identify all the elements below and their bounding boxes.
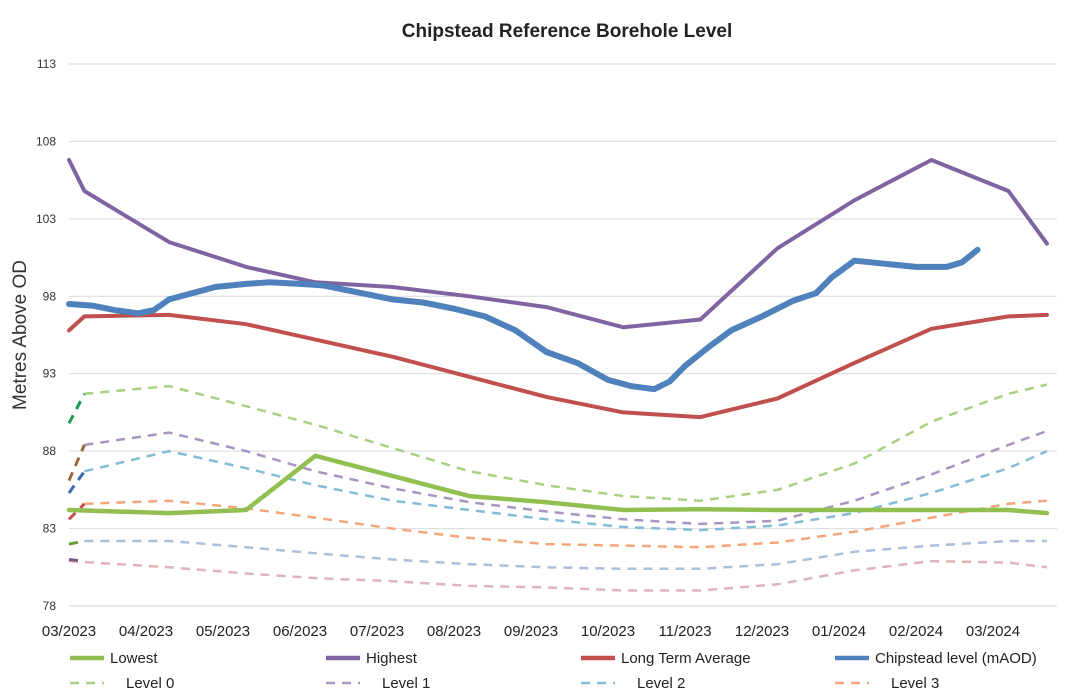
y-tick-label: 108 — [36, 134, 56, 148]
legend: Lowest Highest Long Term Average Chipstead … — [70, 650, 1037, 692]
legend-label: Level 0 — [126, 675, 174, 692]
legend-label: Level 1 — [382, 675, 430, 692]
x-axis-ticks: 03/2023 04/2023 05/2023 06/2023 07/2023 08/20… — [42, 623, 1020, 640]
series-line-level-2 — [84, 449, 1048, 532]
series-line-level-0 — [84, 383, 1048, 502]
y-tick-label: 93 — [43, 367, 57, 381]
x-tick-label: 10/2023 — [581, 623, 635, 640]
x-tick-label: 03/2023 — [42, 623, 96, 640]
y-tick-label: 103 — [36, 212, 56, 226]
series-line-unlabeled — [68, 558, 85, 563]
chart-title: Chipstead Reference Borehole Level — [402, 21, 733, 42]
legend-label: Lowest — [110, 650, 158, 667]
series-line-unlabeled — [67, 502, 86, 521]
series-line-unlabeled — [68, 559, 1048, 592]
legend-label: Long Term Average — [621, 650, 751, 667]
y-axis-label: Metres Above OD — [10, 260, 31, 410]
y-tick-label: 88 — [43, 444, 57, 458]
y-axis-ticks: 78 83 88 93 98 103 108 113 — [36, 57, 56, 613]
series-line-unlabeled — [68, 539, 85, 546]
series-line-level-3 — [84, 499, 1048, 549]
x-tick-label: 08/2023 — [427, 623, 481, 640]
legend-label: Level 3 — [891, 675, 939, 692]
x-tick-label: 05/2023 — [196, 623, 250, 640]
x-tick-label: 04/2023 — [119, 623, 173, 640]
y-tick-label: 113 — [37, 57, 56, 71]
x-tick-label: 09/2023 — [504, 623, 558, 640]
series-line-highest — [67, 158, 1049, 330]
x-tick-label: 03/2024 — [966, 623, 1020, 640]
series-line-lowest — [66, 453, 1050, 516]
y-tick-label: 83 — [43, 522, 57, 536]
legend-label: Chipstead level (mAOD) — [875, 650, 1037, 667]
series-line-chipstead-level-maod — [66, 246, 981, 393]
series-line-level-1 — [84, 429, 1048, 526]
series-lines — [66, 158, 1050, 592]
series-line-unlabeled — [67, 470, 86, 494]
series-line-unlabeled — [67, 444, 86, 482]
series-line-long-term-average — [67, 312, 1049, 420]
gridlines — [69, 63, 1057, 530]
x-tick-label: 12/2023 — [735, 623, 789, 640]
x-tick-label: 11/2023 — [658, 623, 711, 640]
legend-label: Level 2 — [637, 675, 685, 692]
x-tick-label: 01/2024 — [812, 623, 866, 640]
x-tick-label: 07/2023 — [350, 623, 404, 640]
series-line-unlabeled — [84, 539, 1047, 571]
series-line-unlabeled — [67, 393, 86, 424]
x-tick-label: 02/2024 — [889, 623, 943, 640]
y-tick-label: 78 — [43, 599, 57, 613]
legend-label: Highest — [366, 650, 418, 667]
x-tick-label: 06/2023 — [273, 623, 327, 640]
y-tick-label: 98 — [43, 289, 57, 303]
